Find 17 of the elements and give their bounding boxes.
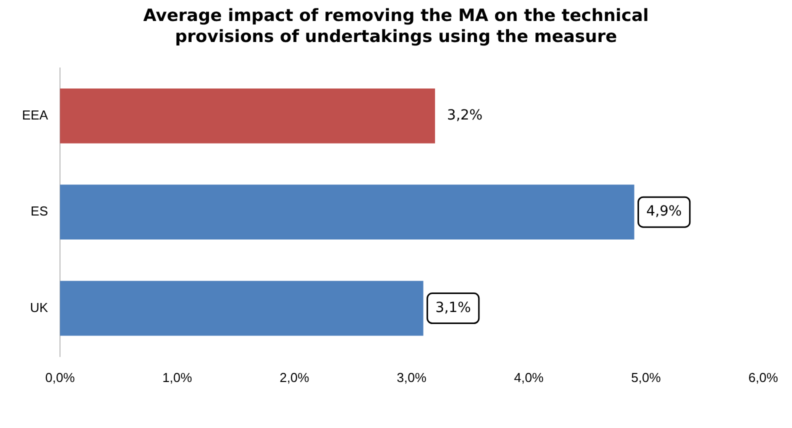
- x-tick-label: 5,0%: [631, 370, 662, 385]
- chart-title: Average impact of removing the MA on the technical provisions of undertakings using the measure: [142, 6, 650, 48]
- data-label: 4,9%: [646, 204, 682, 220]
- y-tick-label: UK: [30, 300, 48, 315]
- y-tick-label: EEA: [22, 107, 48, 122]
- x-tick-label: 6,0%: [748, 370, 778, 385]
- x-tick-label: 2,0%: [280, 370, 310, 385]
- bar: [60, 184, 634, 240]
- data-label: 3,1%: [435, 300, 471, 316]
- y-tick-label: ES: [30, 204, 48, 219]
- bar: [60, 280, 424, 336]
- x-tick-label: 1,0%: [162, 370, 192, 385]
- data-label: 3,2%: [447, 108, 483, 124]
- x-tick-label: 3,0%: [396, 370, 427, 385]
- x-tick-label: 4,0%: [514, 370, 544, 385]
- x-tick-label: 0,0%: [45, 370, 76, 385]
- bar: [60, 88, 436, 144]
